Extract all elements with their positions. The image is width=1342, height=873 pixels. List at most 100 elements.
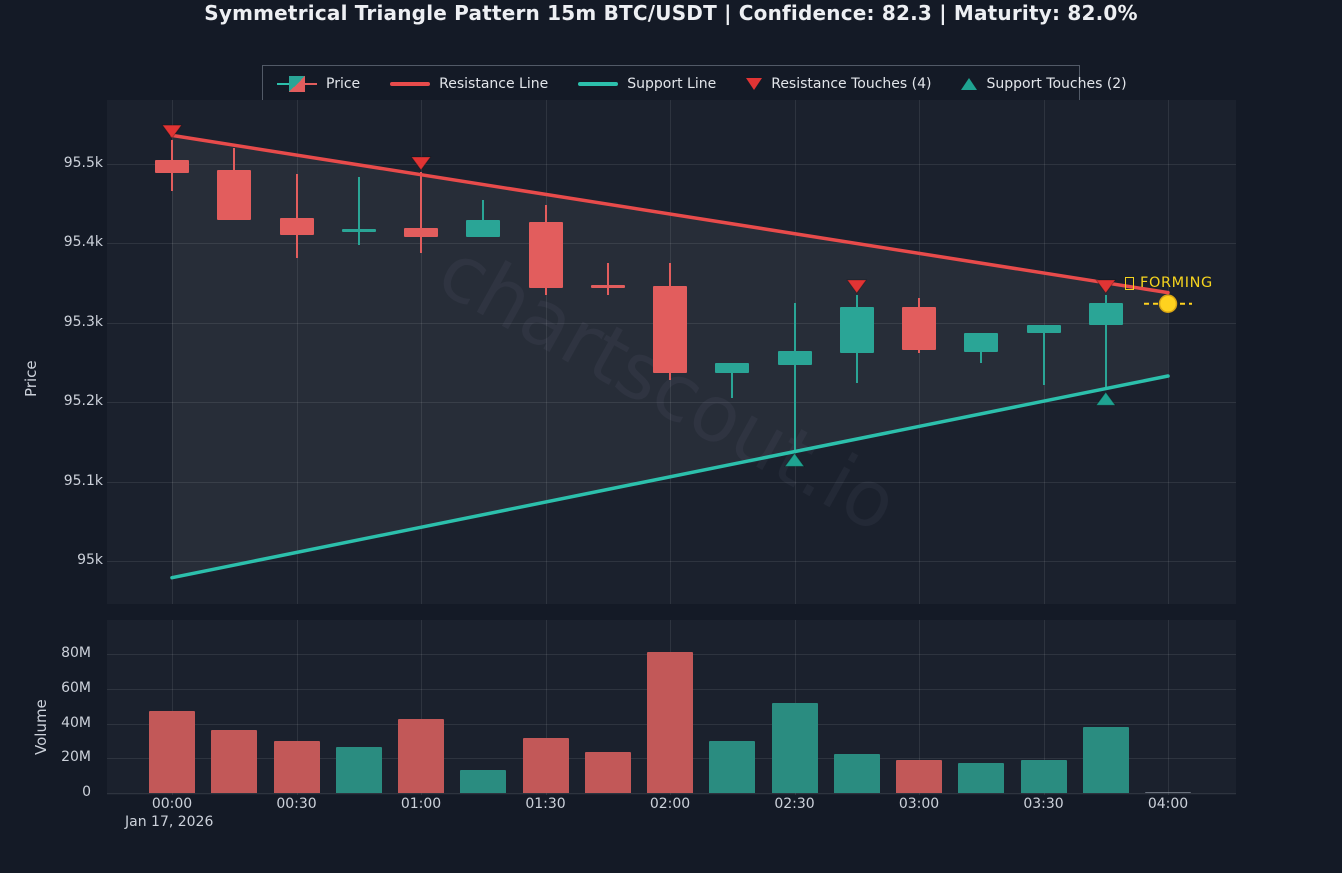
volume-bar (149, 711, 195, 793)
volume-tick-label: 80M (61, 645, 91, 661)
candle-body (341, 229, 376, 232)
volume-tick-label: 0 (82, 784, 91, 800)
time-tick-label: 04:00 (1147, 796, 1189, 812)
candle-body (839, 306, 874, 353)
time-tick-label: 01:30 (525, 796, 566, 812)
price-tick-label: 95.5k (63, 155, 103, 171)
triangle-up-icon (961, 77, 978, 90)
volume-bar (460, 770, 507, 793)
time-tick-label: 02:00 (649, 796, 691, 812)
candle-body (653, 286, 687, 373)
volume-tick-label: 20M (61, 749, 91, 766)
time-tick-label: 01:00 (400, 796, 442, 812)
time-gridline (296, 620, 298, 795)
volume-bar (896, 759, 942, 793)
candle-wick (1104, 295, 1107, 391)
time-gridline (545, 620, 547, 795)
volume-bar (833, 753, 880, 793)
volume-bar (335, 746, 382, 793)
legend-line-left (277, 82, 290, 85)
volume-bar (647, 652, 693, 793)
candle-body (528, 221, 563, 288)
legend-label: Price (326, 75, 361, 92)
time-tick-label: 02:30 (774, 796, 815, 812)
support-line-icon (578, 81, 619, 86)
volume-bar (1082, 726, 1129, 793)
candle-body (466, 220, 501, 238)
candle-body (217, 170, 252, 221)
volume-bar (398, 719, 444, 793)
legend-label: Resistance Line (439, 75, 549, 92)
candle-body (902, 306, 936, 350)
triangle-down-icon (746, 77, 763, 90)
time-gridline (919, 620, 920, 795)
emoji-placeholder-icon (1125, 276, 1134, 290)
chart-title: Symmetrical Triangle Pattern 15m BTC/USD… (204, 1, 1138, 25)
volume-bar (958, 762, 1005, 793)
candle-wick (793, 302, 796, 452)
price-tick-label: 95.4k (63, 234, 103, 251)
legend-item-price[interactable]: Price (277, 75, 360, 93)
time-gridline (1043, 620, 1045, 795)
volume-tick-label: 60M (61, 679, 91, 696)
legend-item-support-line[interactable]: Support Line (578, 76, 716, 92)
candle-wick (420, 171, 422, 253)
candle-body (155, 160, 189, 173)
volume-bar (1020, 759, 1067, 793)
legend-candle-box (289, 75, 305, 92)
legend-label: Support Touches (2) (986, 75, 1127, 92)
candle-wick (295, 173, 298, 259)
price-gridline (107, 561, 1236, 562)
legend-label: Support Line (627, 75, 717, 92)
legend-item-resistance-line[interactable]: Resistance Line (390, 76, 548, 92)
price-tick-label: 95.1k (63, 472, 103, 489)
forming-volume-stub (1145, 791, 1191, 793)
candle-body (715, 362, 750, 373)
volume-gridline (107, 793, 1236, 794)
date-label: Jan 17, 2026 (125, 814, 214, 830)
legend-line-right (304, 82, 317, 85)
candle-wick (606, 263, 609, 295)
time-gridline (545, 100, 547, 604)
price-axis-title: Price (22, 360, 40, 397)
time-tick-label: 00:00 (151, 796, 193, 812)
legend-item-resistance-touches-4[interactable]: Resistance Touches (4) (746, 76, 931, 92)
time-gridline (1168, 620, 1169, 795)
volume-bar (709, 740, 756, 793)
candle-body (1026, 325, 1061, 334)
legend: Price Resistance Line Support Line Resistan… (262, 65, 1127, 102)
time-gridline (1168, 100, 1169, 604)
time-gridline (421, 100, 422, 604)
resistance-line-icon (390, 81, 431, 86)
legend-item-support-touches-2[interactable]: Support Touches (2) (961, 75, 1127, 92)
volume-bar (522, 738, 569, 793)
forming-text: FORMING (1140, 275, 1213, 291)
price-candlestick-icon (277, 75, 317, 93)
price-tick-label: 95.2k (63, 393, 103, 410)
time-tick-label: 03:30 (1023, 796, 1064, 812)
candle-body (1088, 302, 1123, 326)
volume-tick-label: 40M (61, 714, 91, 731)
volume-bar (584, 752, 631, 793)
volume-bar (273, 740, 320, 793)
time-gridline (172, 100, 173, 604)
candle-wick (357, 176, 360, 245)
candle-body (964, 333, 999, 353)
legend-label: Resistance Touches (4) (771, 75, 932, 92)
price-tick-label: 95.3k (63, 313, 103, 330)
candle-body (404, 228, 438, 238)
forming-badge: FORMING (1125, 275, 1213, 291)
candle-body (777, 351, 812, 365)
price-tick-label: 95k (77, 552, 103, 568)
volume-bar (771, 702, 818, 793)
candle-body (590, 285, 625, 288)
time-gridline (172, 620, 173, 795)
time-gridline (421, 620, 422, 795)
time-tick-label: 03:00 (898, 796, 940, 812)
candle-wick (1042, 325, 1045, 385)
time-gridline (296, 100, 298, 604)
candle-body (279, 217, 314, 235)
volume-bar (211, 729, 258, 793)
time-tick-label: 00:30 (276, 796, 317, 812)
